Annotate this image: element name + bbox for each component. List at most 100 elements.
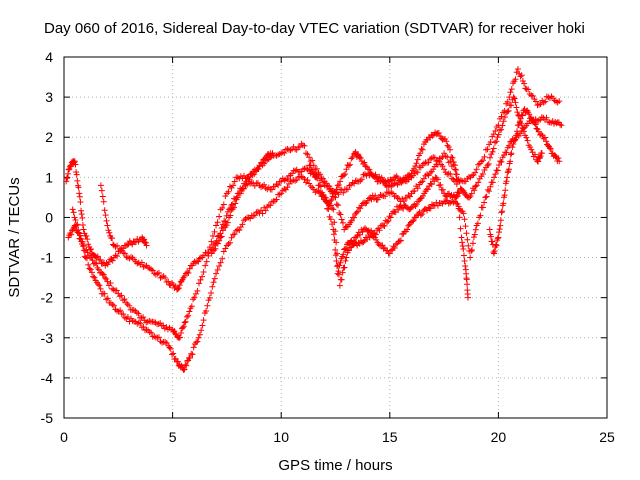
data-point-fill: [439, 163, 446, 170]
data-point-fill: [177, 334, 184, 341]
data-point-fill: [322, 198, 329, 205]
data-point-fill: [400, 198, 407, 205]
data-point-fill: [536, 154, 543, 161]
y-tick-label: -1: [41, 250, 54, 266]
data-point-fill: [186, 308, 193, 315]
data-point-fill: [151, 333, 158, 340]
data-point-fill: [306, 154, 313, 161]
data-point-fill: [101, 207, 108, 214]
data-point: [321, 194, 328, 201]
data-point-fill: [84, 249, 91, 256]
data-point-fill: [176, 282, 183, 289]
data-point-fill: [519, 112, 526, 119]
data-point-fill: [395, 206, 402, 213]
data-point-fill: [487, 233, 494, 240]
data-point-fill: [472, 183, 479, 190]
y-tick-label: 2: [45, 129, 53, 145]
data-point-fill: [83, 233, 90, 240]
data-point-fill: [347, 161, 354, 168]
data-point: [154, 334, 161, 341]
data-point-fill: [200, 317, 207, 324]
data-point-fill: [64, 174, 71, 181]
data-point: [202, 262, 209, 269]
data-point: [467, 254, 474, 261]
data-point: [213, 222, 220, 229]
data-point-fill: [490, 145, 497, 152]
data-point-fill: [516, 119, 523, 126]
data-point: [534, 126, 541, 133]
data-point-fill: [320, 175, 327, 182]
data-point-fill: [185, 269, 192, 276]
data-point-fill: [372, 171, 379, 178]
data-point: [82, 254, 89, 261]
data-point: [97, 182, 104, 189]
data-point-fill: [317, 183, 324, 190]
data-point: [441, 150, 448, 157]
data-point: [534, 102, 541, 109]
data-point-fill: [244, 181, 251, 188]
data-point-fill: [498, 126, 505, 133]
data-point-fill: [453, 181, 460, 188]
data-point-fill: [492, 241, 499, 248]
axis-ticks: [63, 56, 608, 419]
data-point-fill: [459, 239, 466, 246]
data-point-fill: [114, 253, 121, 260]
data-point: [514, 66, 521, 73]
data-point: [234, 194, 241, 201]
data-point-fill: [413, 160, 420, 167]
data-point: [330, 226, 337, 233]
data-point-fill: [479, 157, 486, 164]
data-point-fill: [301, 142, 308, 149]
data-point-fill: [420, 175, 427, 182]
data-point-fill: [497, 217, 504, 224]
data-point: [267, 202, 274, 209]
data-point-fill: [185, 312, 192, 319]
data-point-fill: [348, 237, 355, 244]
data-point-fill: [220, 248, 227, 255]
data-point-fill: [464, 236, 471, 243]
data-point-fill: [508, 86, 515, 93]
data-point-fill: [311, 170, 318, 177]
data-point-fill: [491, 247, 498, 254]
data-point-fill: [326, 183, 333, 190]
data-point: [63, 178, 70, 185]
data-point-fill: [450, 159, 457, 166]
data-point-fill: [345, 247, 352, 254]
data-point: [527, 114, 534, 121]
data-point-fill: [138, 259, 145, 266]
y-tick-label: 0: [45, 209, 53, 225]
data-point-fill: [433, 161, 440, 168]
data-point-fill: [358, 176, 365, 183]
data-point-fill: [424, 171, 431, 178]
data-point-fill: [499, 122, 506, 129]
data-point-fill: [227, 239, 234, 246]
data-point-fill: [512, 136, 519, 143]
data-point-fill: [503, 178, 510, 185]
data-point: [278, 190, 285, 197]
data-point: [493, 138, 500, 145]
data-point-fill: [496, 229, 503, 236]
data-point-fill: [332, 189, 339, 196]
data-point-fill: [307, 162, 314, 169]
data-point-fill: [477, 212, 484, 219]
data-point: [325, 202, 332, 209]
data-point-fill: [340, 172, 347, 179]
data-point-fill: [335, 191, 342, 198]
data-point-fill: [251, 212, 258, 219]
data-point-fill: [214, 240, 221, 247]
data-point: [451, 162, 458, 169]
data-point-fill: [340, 251, 347, 258]
data-point-fill: [463, 230, 470, 237]
data-point-fill: [309, 166, 316, 173]
data-point: [204, 302, 211, 309]
data-point-fill: [384, 219, 391, 226]
data-point: [556, 158, 563, 165]
data-point-fill: [542, 98, 549, 105]
data-point-fill: [414, 169, 421, 176]
data-point-fill: [523, 134, 530, 141]
data-point-fill: [242, 215, 249, 222]
data-point-fill: [519, 124, 526, 131]
data-point: [501, 114, 508, 121]
data-point-fill: [481, 153, 488, 160]
data-point-fill: [396, 238, 403, 245]
